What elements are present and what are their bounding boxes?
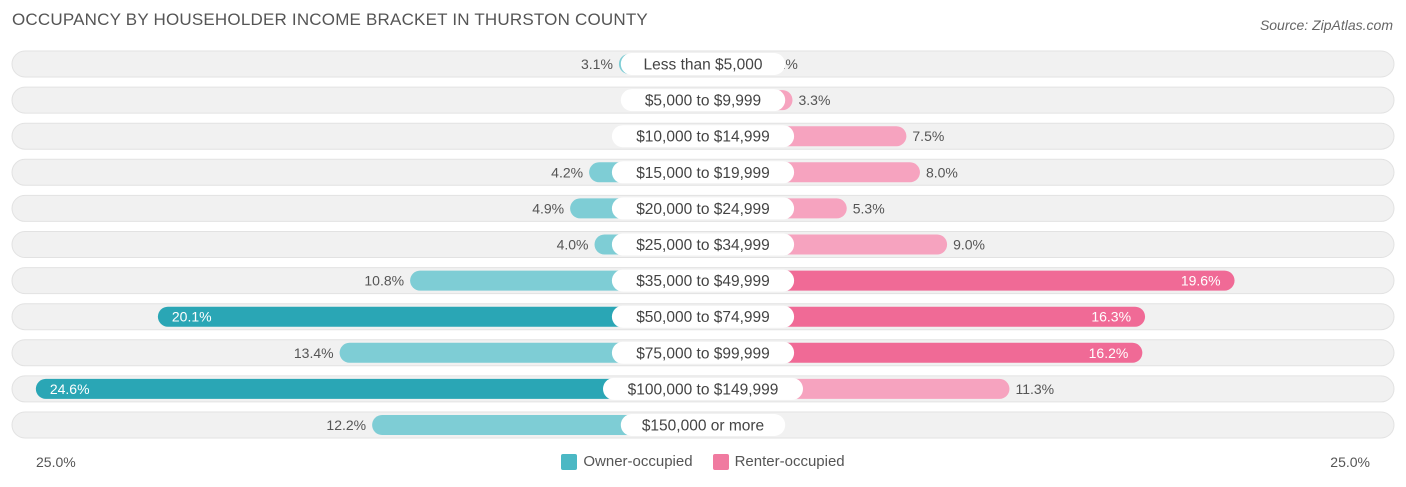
owner-bar bbox=[339, 342, 703, 363]
owner-bar bbox=[157, 306, 703, 327]
renter-value-label: 16.3% bbox=[1091, 309, 1131, 325]
renter-bar bbox=[703, 270, 1235, 291]
category-pill bbox=[620, 414, 786, 436]
renter-value-label: 8.0% bbox=[926, 164, 958, 180]
legend-item-renter: Renter-occupied bbox=[712, 453, 845, 470]
category-pill bbox=[611, 341, 795, 364]
owner-value-label: 4.9% bbox=[532, 200, 564, 216]
renter-value-label: 7.5% bbox=[912, 128, 944, 144]
renter-bar bbox=[703, 342, 1143, 363]
legend-swatch-owner bbox=[561, 453, 578, 470]
renter-value-label: 16.2% bbox=[1089, 345, 1129, 361]
category-label: $35,000 to $49,999 bbox=[636, 273, 770, 290]
owner-value-label: 3.1% bbox=[581, 56, 613, 72]
category-label: $25,000 to $34,999 bbox=[636, 237, 770, 254]
renter-value-label: 9.0% bbox=[953, 237, 985, 253]
category-pill bbox=[603, 377, 803, 400]
category-pill bbox=[620, 53, 786, 75]
legend-label-owner: Owner-occupied bbox=[583, 453, 693, 470]
renter-bar bbox=[703, 306, 1146, 327]
category-label: $10,000 to $14,999 bbox=[636, 129, 770, 146]
owner-bar bbox=[35, 378, 703, 399]
owner-value-label: 13.4% bbox=[294, 345, 334, 361]
owner-value-label: 4.2% bbox=[551, 164, 583, 180]
legend-label-renter: Renter-occupied bbox=[734, 453, 845, 470]
category-pill bbox=[611, 197, 795, 220]
category-pill bbox=[611, 233, 795, 256]
category-pill bbox=[611, 305, 795, 328]
owner-value-label: 4.0% bbox=[557, 237, 589, 253]
owner-value-label: 24.6% bbox=[50, 381, 90, 397]
axis-left-label: 25.0% bbox=[36, 454, 76, 470]
renter-value-label: 3.3% bbox=[798, 92, 830, 108]
renter-value-label: 5.3% bbox=[853, 200, 885, 216]
category-label: $150,000 or more bbox=[642, 418, 764, 435]
category-pill bbox=[611, 125, 795, 148]
legend-swatch-renter bbox=[712, 453, 729, 470]
axis-right-label: 25.0% bbox=[1330, 454, 1370, 470]
owner-bar bbox=[372, 415, 703, 435]
legend-item-owner: Owner-occupied bbox=[561, 453, 693, 470]
category-pill bbox=[611, 161, 795, 184]
category-label: $20,000 to $24,999 bbox=[636, 201, 770, 218]
category-label: $15,000 to $19,999 bbox=[636, 165, 770, 182]
owner-value-label: 10.8% bbox=[364, 273, 404, 289]
chart-title: OCCUPANCY BY HOUSEHOLDER INCOME BRACKET … bbox=[12, 10, 648, 29]
legend: Owner-occupied Renter-occupied bbox=[0, 453, 1406, 470]
category-label: $50,000 to $74,999 bbox=[636, 309, 770, 326]
category-label: $100,000 to $149,999 bbox=[628, 381, 779, 398]
category-label: $5,000 to $9,999 bbox=[645, 93, 761, 110]
category-pill bbox=[611, 269, 795, 292]
category-label: Less than $5,000 bbox=[644, 57, 763, 74]
source-credit: Source: ZipAtlas.com bbox=[1259, 17, 1393, 33]
category-label: $75,000 to $99,999 bbox=[636, 345, 770, 362]
renter-value-label: 11.3% bbox=[1015, 381, 1054, 397]
renter-value-label: 19.6% bbox=[1181, 273, 1221, 289]
category-pill bbox=[620, 89, 786, 112]
owner-value-label: 12.2% bbox=[326, 417, 366, 433]
owner-value-label: 20.1% bbox=[172, 309, 212, 325]
